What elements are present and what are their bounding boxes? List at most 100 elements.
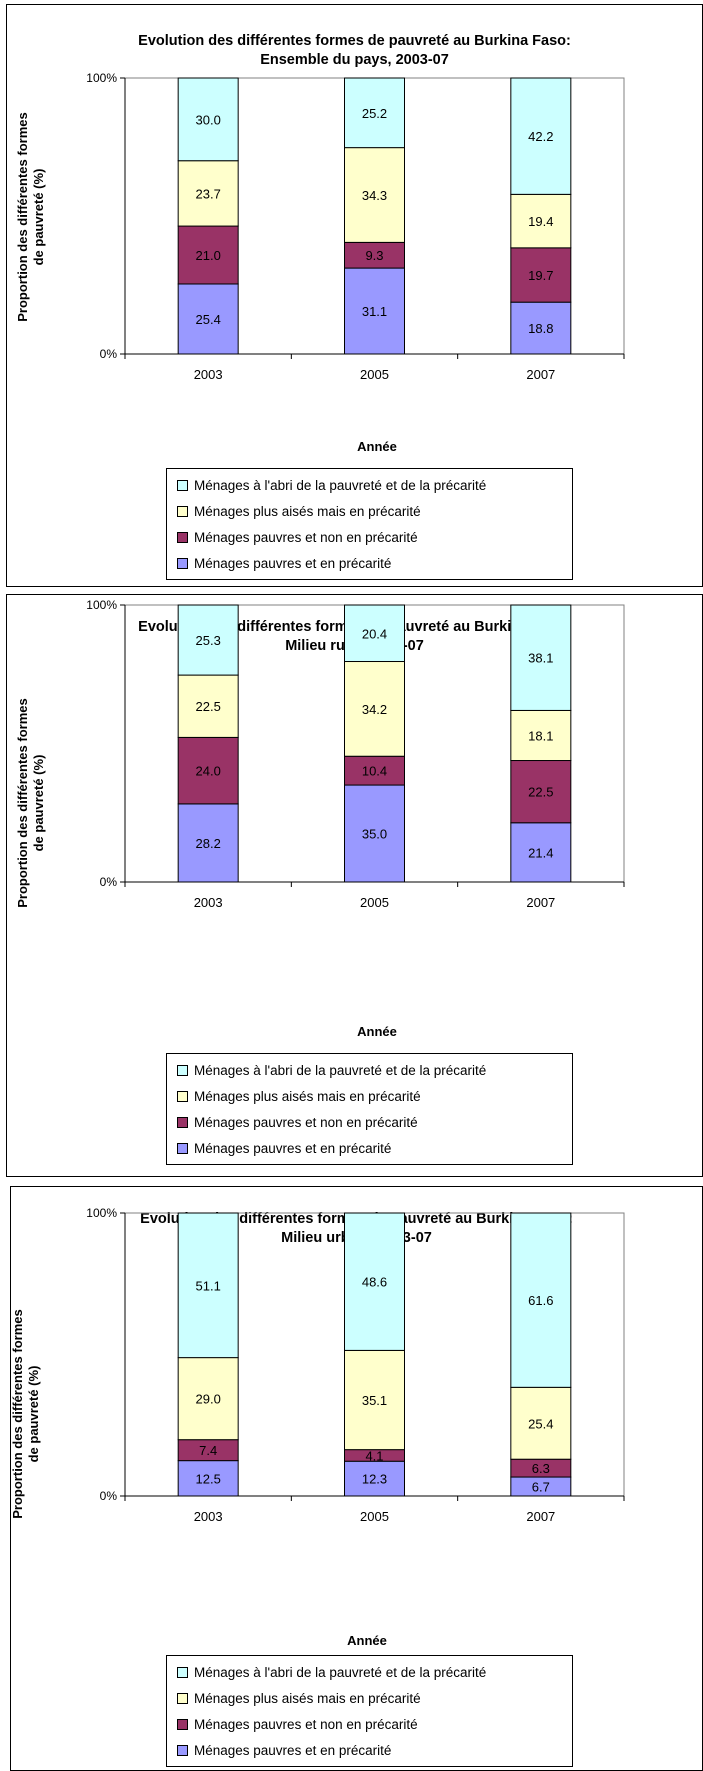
bar-segment-abri bbox=[510, 77, 572, 195]
data-label: 30.0 bbox=[196, 112, 221, 127]
legend: Ménages à l'abri de la pauvreté et de la… bbox=[166, 468, 573, 580]
data-label: 35.1 bbox=[362, 1393, 387, 1408]
data-label: 18.8 bbox=[528, 321, 553, 336]
data-label: 21.0 bbox=[196, 248, 221, 263]
chart-panel-urbain: Evolution des différentes formes de pauv… bbox=[10, 1186, 703, 1771]
x-tick-label: 2003 bbox=[194, 1509, 223, 1524]
bar-segment-aises bbox=[177, 160, 239, 227]
legend: Ménages à l'abri de la pauvreté et de la… bbox=[166, 1053, 573, 1165]
data-label: 25.4 bbox=[196, 312, 221, 327]
bar-segment-abri bbox=[344, 1212, 405, 1351]
bar-segment-aises bbox=[510, 193, 572, 249]
bar-segment-pauvres-prec bbox=[177, 283, 239, 355]
bar-segment-abri bbox=[344, 604, 405, 663]
legend-item: Ménages à l'abri de la pauvreté et de la… bbox=[177, 1659, 562, 1685]
x-axis-label: Année bbox=[357, 439, 397, 454]
chart-panel-rural: Evolution des différentes formes de pauv… bbox=[6, 594, 703, 1177]
legend-swatch bbox=[177, 505, 188, 517]
bar-segment-aises bbox=[510, 1386, 572, 1460]
bar-segment-pauvres-prec bbox=[344, 1460, 405, 1497]
bar-segment-pauvres-prec bbox=[177, 803, 239, 883]
data-label: 12.5 bbox=[196, 1471, 221, 1486]
data-label: 35.0 bbox=[362, 827, 387, 842]
x-axis-label: Année bbox=[357, 1024, 397, 1039]
x-tick-label: 2005 bbox=[360, 895, 389, 910]
bar-segment-pauvres-non bbox=[344, 241, 405, 269]
chart-panel-ensemble: Evolution des différentes formes de pauv… bbox=[6, 4, 703, 587]
plot-group: 100% 0% 25.4 21.0 23.7 30.0 2003 31.1 9.3 34.3 25.… bbox=[86, 71, 625, 382]
bar-segment-aises bbox=[510, 709, 572, 762]
bar-segment-aises bbox=[344, 661, 405, 757]
data-label: 24.0 bbox=[196, 764, 221, 779]
data-label: 10.4 bbox=[362, 764, 387, 779]
bar-segment-abri bbox=[344, 77, 405, 149]
y-tick-label: 0% bbox=[100, 875, 118, 889]
bar-segment-aises bbox=[344, 1349, 405, 1451]
legend-item: Ménages pauvres et non en précarité bbox=[177, 1109, 562, 1135]
data-label: 22.5 bbox=[196, 699, 221, 714]
data-label: 25.2 bbox=[362, 106, 387, 121]
bar-segment-pauvres-non bbox=[510, 247, 572, 303]
data-label: 6.7 bbox=[532, 1480, 550, 1495]
bar-segment-abri bbox=[177, 77, 239, 162]
data-label: 25.3 bbox=[196, 633, 221, 648]
legend-label: Ménages pauvres et en précarité bbox=[194, 1140, 392, 1156]
data-label: 38.1 bbox=[528, 651, 553, 666]
legend-item: Ménages plus aisés mais en précarité bbox=[177, 498, 562, 524]
data-label: 31.1 bbox=[362, 304, 387, 319]
y-tick-label: 0% bbox=[100, 1489, 118, 1503]
legend-swatch bbox=[177, 1090, 188, 1102]
legend-item: Ménages pauvres et en précarité bbox=[177, 1135, 562, 1161]
x-tick-label: 2003 bbox=[194, 367, 223, 382]
plot-area: 100% 0% 28.2 24.0 22.5 25.3 2003 35.0 10.4 34.2 20… bbox=[86, 598, 625, 910]
x-tick-label: 2007 bbox=[526, 895, 555, 910]
plot-area: 100% 0% 25.4 21.0 23.7 30.0 2003 31.1 9.3 34.3 25.… bbox=[86, 71, 625, 382]
legend-item: Ménages plus aisés mais en précarité bbox=[177, 1685, 562, 1711]
plot-area: 100% 0% 12.5 7.4 29.0 51.1 2003 12.3 4.1 35.1 48.6… bbox=[86, 1206, 625, 1524]
data-label: 12.3 bbox=[362, 1472, 387, 1487]
plot-group: 100% 0% 28.2 24.0 22.5 25.3 2003 35.0 10.4 34.2 20… bbox=[86, 598, 625, 910]
bar-segment-pauvres-non bbox=[177, 736, 239, 805]
bar-segment-aises bbox=[344, 147, 405, 243]
data-label: 4.1 bbox=[365, 1448, 383, 1463]
legend-swatch bbox=[177, 1718, 188, 1730]
bar-segment-pauvres-prec bbox=[177, 1460, 239, 1497]
bar-segment-aises bbox=[177, 674, 239, 738]
data-label: 25.4 bbox=[528, 1416, 553, 1431]
legend-swatch bbox=[177, 531, 188, 543]
legend-item: Ménages pauvres et en précarité bbox=[177, 550, 562, 576]
x-tick-label: 2007 bbox=[526, 1509, 555, 1524]
legend-item: Ménages pauvres et en précarité bbox=[177, 1737, 562, 1763]
data-label: 19.4 bbox=[528, 214, 553, 229]
legend-swatch bbox=[177, 557, 188, 569]
legend-label: Ménages à l'abri de la pauvreté et de la… bbox=[194, 1062, 487, 1078]
data-label: 48.6 bbox=[362, 1275, 387, 1290]
bar-segment-aises bbox=[177, 1357, 239, 1441]
legend-item: Ménages plus aisés mais en précarité bbox=[177, 1083, 562, 1109]
data-label: 42.2 bbox=[528, 129, 553, 144]
x-tick-label: 2005 bbox=[360, 1509, 389, 1524]
y-tick-label: 100% bbox=[86, 1206, 117, 1220]
data-label: 19.7 bbox=[528, 268, 553, 283]
data-label: 29.0 bbox=[196, 1392, 221, 1407]
data-label: 61.6 bbox=[528, 1293, 553, 1308]
data-label: 22.5 bbox=[528, 785, 553, 800]
legend-swatch bbox=[177, 1064, 188, 1076]
legend-item: Ménages pauvres et non en précarité bbox=[177, 1711, 562, 1737]
data-label: 9.3 bbox=[365, 248, 383, 263]
legend-swatch bbox=[177, 479, 188, 491]
plot-group: 100% 0% 12.5 7.4 29.0 51.1 2003 12.3 4.1 35.1 48.6… bbox=[86, 1206, 625, 1524]
legend-label: Ménages plus aisés mais en précarité bbox=[194, 1690, 421, 1706]
legend: Ménages à l'abri de la pauvreté et de la… bbox=[166, 1655, 573, 1767]
legend-item: Ménages pauvres et non en précarité bbox=[177, 524, 562, 550]
bar-segment-pauvres-prec bbox=[510, 301, 572, 355]
data-label: 28.2 bbox=[196, 836, 221, 851]
legend-label: Ménages plus aisés mais en précarité bbox=[194, 1088, 421, 1104]
data-label: 6.3 bbox=[532, 1461, 550, 1476]
legend-item: Ménages à l'abri de la pauvreté et de la… bbox=[177, 1057, 562, 1083]
chart-title: Evolution des différentes formes de pauv… bbox=[7, 32, 702, 70]
legend-swatch bbox=[177, 1142, 188, 1154]
data-label: 51.1 bbox=[196, 1278, 221, 1293]
bar-segment-abri bbox=[177, 1212, 239, 1359]
x-axis-label: Année bbox=[347, 1633, 387, 1648]
